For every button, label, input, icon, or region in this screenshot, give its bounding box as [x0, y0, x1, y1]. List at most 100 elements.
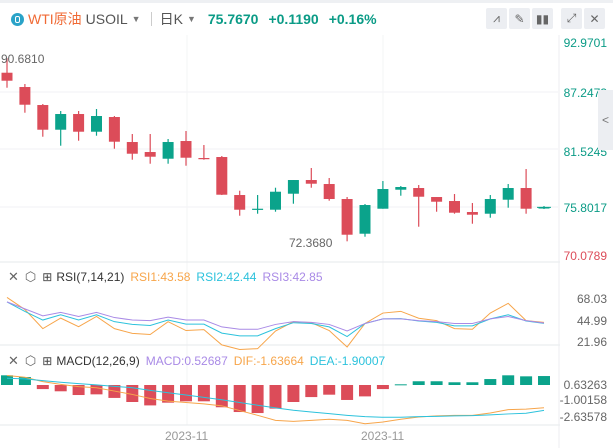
- period-dropdown-icon[interactable]: ▼: [186, 14, 196, 24]
- macd-axis-label: 0.63263: [563, 378, 607, 392]
- period-selector[interactable]: 日K: [159, 11, 183, 27]
- candle-down: [73, 114, 85, 132]
- macd-bar: [54, 385, 67, 392]
- macd-bar: [144, 385, 157, 406]
- macd-bar: [18, 377, 31, 385]
- macd-bar: [233, 385, 246, 413]
- rsi-header: ✕ ⬡ ⊞ RSI(7,14,21) RSI1:43.58 RSI2:42.44…: [0, 269, 329, 285]
- symbol-dropdown-icon[interactable]: ▼: [131, 14, 141, 24]
- chevron-left-icon: <: [601, 113, 609, 127]
- indicator-icon: ⩘: [493, 11, 500, 25]
- candle-up: [395, 187, 407, 190]
- candle-down: [466, 212, 478, 215]
- macd-header: ✕ ⬡ ⊞ MACD(12,26,9) MACD:0.52687 DIF:-1.…: [0, 353, 391, 369]
- chart-header: WTI原油 USOIL ▼ 日K ▼ 75.7670 +0.1190 +0.16…: [0, 4, 613, 34]
- macd-bar: [341, 385, 354, 400]
- expand-icon[interactable]: ⊞: [42, 270, 53, 284]
- macd-bar: [197, 385, 210, 402]
- price-axis-label: 75.8017: [563, 201, 607, 215]
- candle-up: [287, 180, 299, 194]
- macd-bar: [1, 375, 13, 385]
- draw-button[interactable]: ✎: [509, 8, 530, 29]
- rsi3-line: [6, 301, 545, 332]
- rsi1-line: [6, 296, 545, 350]
- candle-up: [538, 207, 550, 209]
- macd-bar: [305, 385, 318, 398]
- candle-down: [37, 105, 49, 130]
- candle-up: [162, 142, 174, 159]
- instrument-logo-icon: [11, 12, 24, 26]
- candle-up: [484, 199, 496, 214]
- candle-down: [323, 184, 335, 200]
- side-panel-toggle[interactable]: <: [598, 90, 613, 150]
- candle-up: [252, 208, 264, 210]
- rsi2-value: RSI2:42.44: [196, 270, 257, 284]
- macd-bar: [412, 381, 425, 385]
- candle-down: [413, 188, 425, 197]
- candle-up: [359, 205, 371, 234]
- fullscreen-button[interactable]: ⤢: [561, 8, 582, 29]
- macd-bar: [287, 385, 300, 402]
- symbol-selector[interactable]: USOIL: [85, 11, 128, 27]
- candle-type-icon: ▮▮: [535, 11, 550, 26]
- macd-bar: [323, 385, 336, 395]
- price-axis-label: 81.5245: [563, 145, 607, 159]
- macd-bar: [180, 385, 192, 402]
- price-axis-label: 87.2473: [563, 86, 607, 100]
- macd-bar: [502, 375, 515, 385]
- draw-icon: ✎: [514, 11, 525, 26]
- candle-up: [55, 114, 67, 130]
- candle-up: [270, 191, 281, 210]
- candle-down: [520, 188, 532, 209]
- macd-bar: [520, 376, 533, 385]
- candle-up: [377, 189, 389, 209]
- macd-bar: [448, 382, 461, 385]
- indicator-button[interactable]: ⩘: [486, 8, 507, 29]
- rsi1-value: RSI1:43.58: [130, 270, 191, 284]
- min-price-label: 72.3680: [289, 236, 333, 250]
- expand-icon[interactable]: ⊞: [42, 354, 53, 368]
- candle-down: [180, 141, 192, 158]
- remove-indicator-icon[interactable]: ✕: [8, 353, 19, 368]
- candle-type-button[interactable]: ▮▮: [532, 8, 553, 29]
- candle-down: [216, 157, 228, 195]
- settings-icon[interactable]: ⬡: [24, 353, 37, 368]
- rsi2-line: [6, 301, 545, 338]
- macd-bar: [538, 376, 550, 385]
- macd-value: MACD:0.52687: [145, 354, 228, 368]
- macd-bar: [376, 385, 389, 390]
- x-axis-label: 2023-11: [361, 429, 405, 443]
- macd-bar: [430, 381, 443, 385]
- rsi3-value: RSI3:42.85: [262, 270, 323, 284]
- divider: [150, 12, 152, 26]
- candle-down: [431, 197, 443, 202]
- candle-down: [305, 180, 317, 184]
- candle-down: [341, 199, 353, 235]
- remove-indicator-icon[interactable]: ✕: [8, 269, 19, 284]
- macd-bar: [72, 385, 85, 396]
- candle-up: [502, 188, 514, 200]
- candle-down: [144, 152, 156, 157]
- macd-bar: [90, 385, 103, 395]
- max-price-label: 90.6810: [1, 52, 45, 66]
- dea-line: [6, 377, 545, 418]
- toolbar: ⩘ ✎ ▮▮ ⤢ ✕: [486, 8, 605, 29]
- macd-bar: [269, 385, 282, 409]
- candle-down: [19, 87, 31, 105]
- candle-down: [1, 72, 13, 81]
- settings-icon[interactable]: ⬡: [24, 269, 37, 284]
- fullscreen-icon: ⤢: [566, 11, 577, 25]
- price-change-pct: +0.16%: [328, 11, 377, 27]
- price-change: +0.1190: [268, 11, 319, 27]
- instrument-name: WTI原油: [28, 11, 82, 27]
- close-button[interactable]: ✕: [584, 8, 605, 29]
- rsi-axis-label: 68.03: [576, 292, 607, 306]
- macd-bar: [36, 385, 49, 390]
- macd-bar: [162, 385, 175, 403]
- dif-line: [6, 375, 545, 425]
- macd-bar: [251, 385, 264, 414]
- macd-bar: [484, 379, 497, 385]
- macd-bar: [215, 385, 228, 408]
- last-price: 75.7670: [207, 11, 259, 27]
